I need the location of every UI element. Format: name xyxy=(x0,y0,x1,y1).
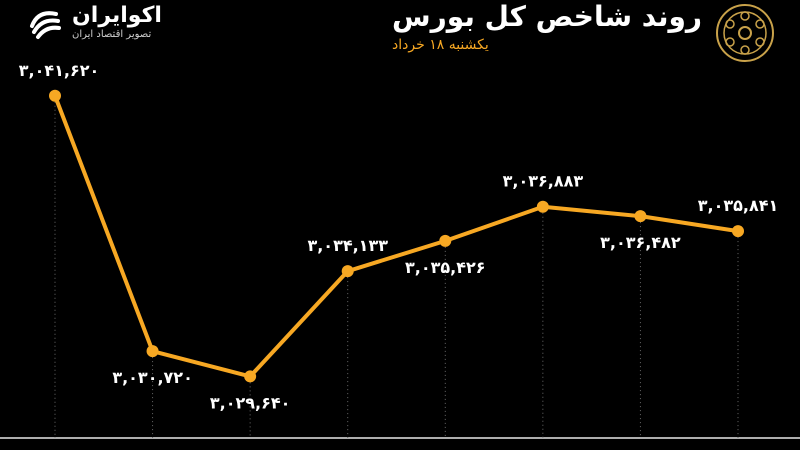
title-block: روند شاخص کل بورس یکشنبه ۱۸ خرداد xyxy=(392,0,702,54)
ecoiran-swirl-icon xyxy=(30,10,61,39)
brand-name: اکوایران xyxy=(72,3,162,28)
data-point xyxy=(49,89,61,102)
data-point xyxy=(341,265,354,278)
data-point xyxy=(732,225,744,238)
data-label: ۳,۰۴۱,۶۲۰ xyxy=(19,61,100,80)
data-label: ۳,۰۳۵,۴۲۶ xyxy=(405,258,486,277)
data-point xyxy=(146,345,159,358)
data-point xyxy=(244,370,257,383)
brand-tagline: تصویر اقتصاد ایران xyxy=(72,29,152,40)
data-label: ۳,۰۳۴,۱۳۳ xyxy=(307,236,388,255)
chart-title: روند شاخص کل بورس xyxy=(392,0,702,33)
series-line xyxy=(53,93,740,379)
data-point xyxy=(439,234,452,247)
data-label: ۳,۰۳۵,۸۴۱ xyxy=(698,196,779,215)
points-layer xyxy=(49,89,744,383)
data-point xyxy=(536,200,549,213)
tehran-stock-exchange-seal-icon xyxy=(716,4,774,62)
brand: اکوایران تصویر اقتصاد ایران xyxy=(28,4,162,41)
data-point xyxy=(634,210,647,223)
data-label: ۳,۰۲۹,۶۴۰ xyxy=(210,393,291,412)
chart-subtitle: یکشنبه ۱۸ خرداد xyxy=(392,37,489,53)
brand-text: اکوایران تصویر اقتصاد ایران xyxy=(72,4,162,41)
data-label: ۳,۰۳۰,۷۲۰ xyxy=(112,368,193,387)
data-label: ۳,۰۳۶,۸۸۳ xyxy=(503,172,584,191)
labels-layer: ۳,۰۴۱,۶۲۰ ۳,۰۳۰,۷۲۰ ۳,۰۲۹,۶۴۰ ۳,۰۳۴,۱۳۳ ۳,۰۳… xyxy=(19,61,779,413)
grid-layer xyxy=(0,101,800,439)
data-label: ۳,۰۳۶,۴۸۲ xyxy=(600,233,681,252)
